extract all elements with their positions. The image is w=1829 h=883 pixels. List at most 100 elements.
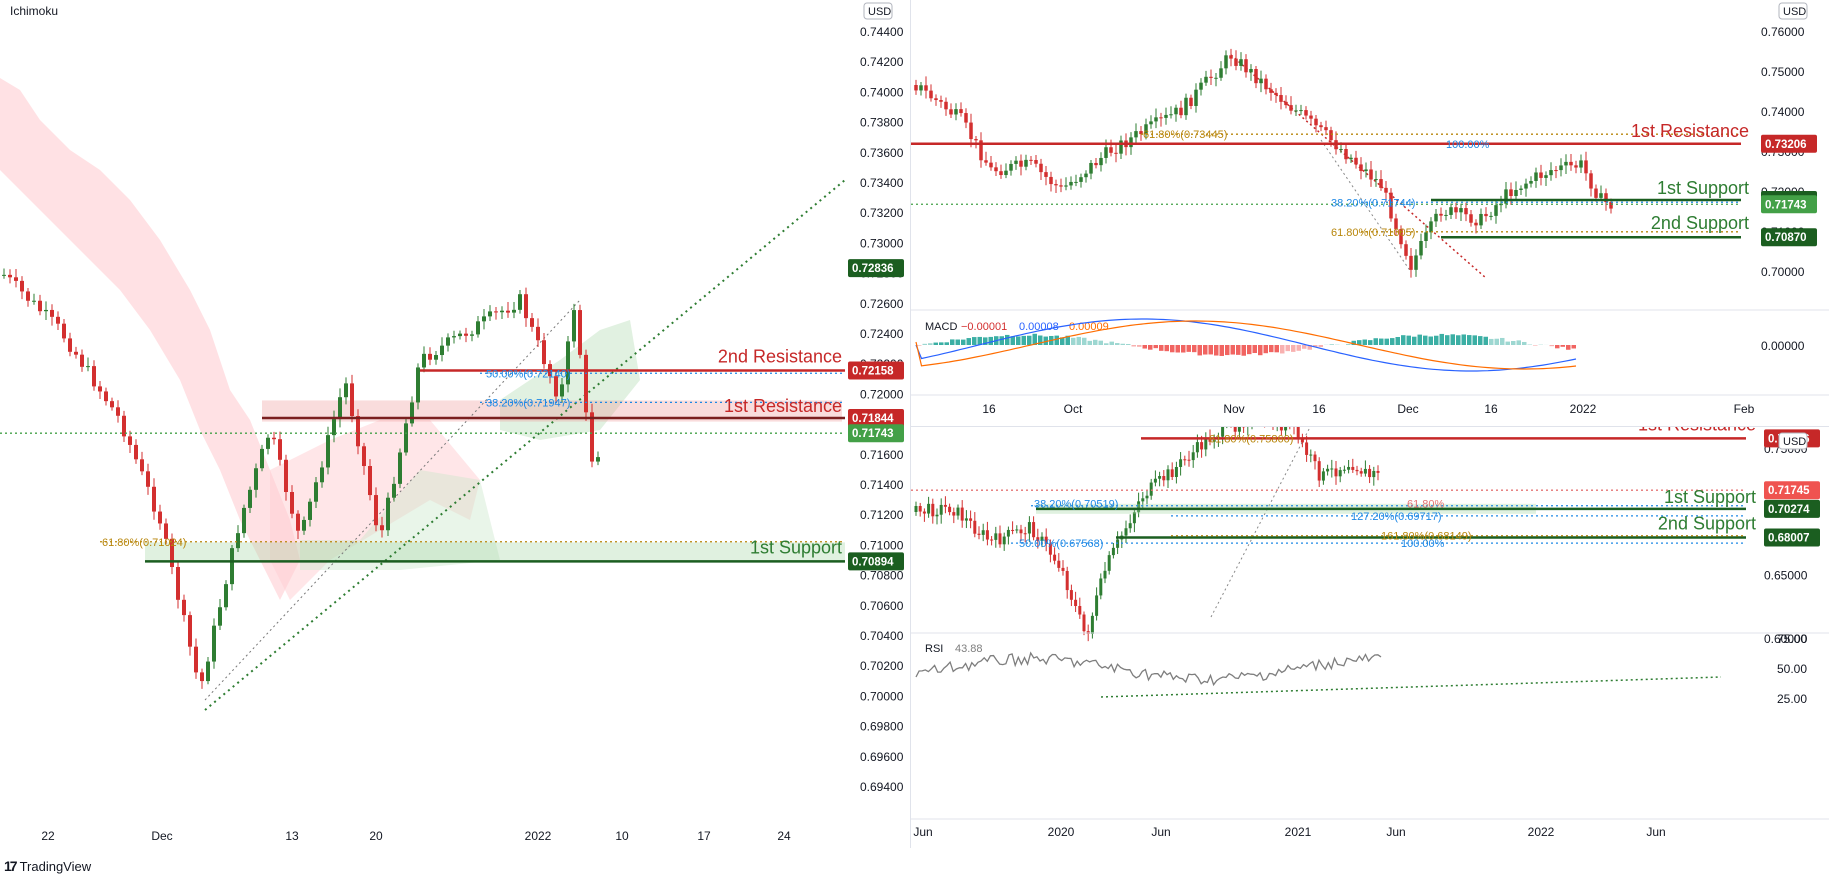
tr-candle-body [1139, 131, 1143, 135]
tr-candle-body [1539, 172, 1543, 178]
left-candle-body [50, 309, 54, 317]
x-axis-tick: Jun [913, 825, 932, 839]
left-candle-body [38, 300, 42, 312]
fib-label-618-bottom: 61.80%(0.71005) [1331, 227, 1415, 239]
br-candle-body [1208, 438, 1212, 442]
macd-histogram-bar [1516, 340, 1521, 345]
left-candle-body [86, 366, 90, 368]
tr-candle-body [1514, 189, 1518, 197]
left-candle-body [206, 661, 210, 682]
tr-candle-body [1534, 172, 1538, 181]
left-candle-body [182, 599, 186, 616]
br-candle-body [1342, 469, 1346, 471]
fib-label-1618: 161.80%(0.68149) [1381, 531, 1472, 543]
left-candle-body [170, 538, 174, 568]
left-candle-body [332, 419, 336, 436]
left-candle-body [98, 386, 102, 392]
macd-histogram-bar [1197, 345, 1202, 356]
tr-candle-body [1259, 78, 1263, 84]
currency-label: USD [868, 6, 891, 18]
tr-candle-body [1099, 157, 1103, 166]
left-candle-body [410, 402, 414, 424]
macd-histogram-bar [1263, 345, 1268, 354]
br-candle-body [1099, 578, 1103, 596]
fib-trend [1210, 386, 1332, 618]
macd-histogram-bar [1384, 338, 1389, 345]
fib-label-50: 50.00%(0.67568) [1019, 538, 1103, 550]
br-candle-body [1330, 468, 1334, 470]
tr-candle-body [1134, 131, 1138, 138]
tr-candle-body [1169, 114, 1173, 116]
left-candle-body [122, 415, 126, 437]
left-candle-body [188, 615, 192, 647]
indicator-title: Ichimoku [10, 4, 58, 18]
top-right-chart-svg[interactable]: 0.760000.750000.740000.730000.720000.710… [911, 0, 1829, 426]
left-candle-body [326, 435, 330, 468]
left-candle-body [8, 274, 12, 278]
macd-histogram-bar [1060, 337, 1065, 345]
tradingview-logo[interactable]: 17 TradingView [4, 858, 91, 874]
bottom-right-chart-panel[interactable]: 0.750000.700000.650000.60000Jun2020Jun20… [911, 383, 1829, 848]
tr-candle-body [1254, 68, 1258, 84]
macd-histogram-bar [1307, 345, 1312, 350]
tr-candle-body [1574, 165, 1578, 168]
br-candle-body [1027, 522, 1031, 534]
tr-candle-body [1374, 179, 1378, 181]
y-axis-tick: 0.70800 [860, 569, 904, 583]
left-chart-panel[interactable]: 0.74400 0.74200 0.74000 0.73800 0.73600 0.734… [0, 0, 910, 848]
tr-candle-body [1459, 208, 1463, 213]
tr-candle-body [1284, 101, 1288, 106]
x-axis-tick: 2022 [1528, 825, 1555, 839]
y-axis-tick: 0.73400 [860, 176, 904, 190]
price-tag-1st-resistance-bg [1761, 134, 1817, 153]
left-candle-body [200, 672, 204, 682]
left-candle-body [440, 345, 444, 356]
x-axis-tick: Jun [1151, 825, 1170, 839]
macd-histogram-bar [977, 336, 982, 345]
footer: 17 TradingView [0, 848, 1829, 883]
tr-candle-body [1434, 213, 1438, 222]
br-candle-body [1069, 590, 1073, 600]
price-tag-current-bg [848, 424, 904, 443]
tr-candle-body [1244, 59, 1248, 73]
macd-histogram-bar [1225, 345, 1230, 356]
fib-label-618: 61.80%(0.71024) [102, 537, 186, 549]
left-candle-body [470, 334, 474, 336]
price-tag-1st-support-bg [1764, 499, 1820, 518]
br-candle-body [1321, 471, 1325, 481]
x-axis-tick: 16 [1484, 402, 1498, 416]
left-candle-body [32, 300, 36, 302]
tr-candle-body [1189, 97, 1193, 106]
left-candle-body [488, 311, 492, 317]
top-right-chart-panel[interactable]: 0.760000.750000.740000.730000.720000.710… [911, 0, 1829, 426]
macd-histogram-bar [1137, 345, 1142, 347]
left-chart-svg[interactable]: 0.74400 0.74200 0.74000 0.73800 0.73600 0.734… [0, 0, 910, 848]
tr-candle-body [1564, 161, 1568, 166]
macd-histogram-bar [1412, 336, 1417, 345]
macd-histogram-bar [1291, 345, 1296, 352]
price-tag-1st-support: 0.70274 [1768, 504, 1810, 516]
y-axis-tick: 0.65000 [1764, 569, 1808, 583]
left-candle-body [158, 511, 162, 524]
tr-candle-body [1094, 162, 1098, 166]
bottom-right-chart-svg[interactable]: 0.750000.700000.650000.60000Jun2020Jun20… [911, 383, 1829, 848]
tr-candle-body [984, 160, 988, 163]
macd-histogram-bar [1126, 344, 1131, 345]
br-candle-body [1048, 543, 1052, 555]
left-candle-body [134, 444, 138, 460]
y-axis-tick: 0.73200 [860, 206, 904, 220]
br-candle-body [1166, 469, 1170, 481]
tr-candle-body [1509, 189, 1513, 197]
currency-label: USD [1783, 436, 1806, 448]
tr-candle-body [924, 85, 928, 91]
left-candle-body [344, 383, 348, 398]
left-candle-body [308, 501, 312, 520]
left-candle-body [314, 482, 318, 502]
macd-histogram-bar [1148, 345, 1153, 350]
fib-label-100: 100.00% [1401, 538, 1445, 550]
macd-histogram-bar [1362, 339, 1367, 345]
macd-histogram-bar [1280, 345, 1285, 354]
tr-candle-body [1144, 124, 1148, 135]
macd-histogram-bar [1082, 337, 1087, 345]
left-candle-body [218, 607, 222, 626]
